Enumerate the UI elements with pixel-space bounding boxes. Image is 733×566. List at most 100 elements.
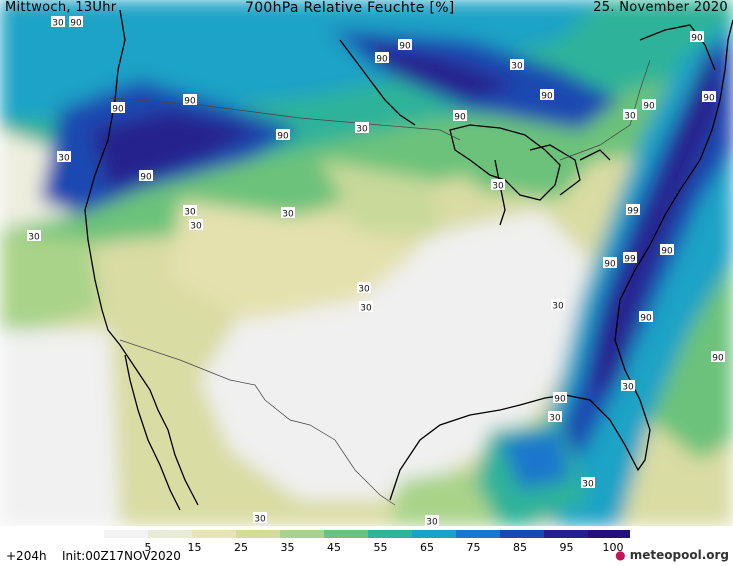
svg-text:30: 30: [624, 112, 636, 122]
meteopool-logo: ● meteopool.org: [615, 548, 729, 562]
legend-swatch: [412, 530, 456, 538]
svg-text:30: 30: [492, 182, 504, 192]
svg-text:30: 30: [58, 154, 70, 164]
contour-label: 99: [626, 204, 640, 217]
contour-label: 90: [139, 170, 153, 183]
contour-label: 30: [425, 515, 439, 526]
legend-swatch: [104, 530, 148, 538]
svg-text:90: 90: [643, 102, 655, 112]
svg-text:90: 90: [604, 260, 616, 270]
svg-text:90: 90: [184, 97, 196, 107]
legend-tick-label: 25: [234, 541, 248, 554]
svg-text:90: 90: [277, 132, 289, 142]
map-title: 700hPa Relative Feuchte [%]: [245, 0, 455, 16]
contour-label: 30: [357, 282, 371, 295]
contour-label: 30: [548, 411, 562, 424]
svg-text:90: 90: [661, 247, 673, 257]
legend-tick-label: 65: [420, 541, 434, 554]
svg-text:30: 30: [511, 62, 523, 72]
legend-swatch: [456, 530, 500, 538]
legend-tick-label: 35: [281, 541, 295, 554]
svg-text:30: 30: [358, 285, 370, 295]
forecast-hour: +204h: [6, 549, 47, 563]
contour-label: 30: [281, 207, 295, 220]
svg-text:30: 30: [52, 19, 64, 29]
contour-label: 90: [375, 52, 389, 65]
legend-tick-label: 85: [513, 541, 527, 554]
svg-text:30: 30: [552, 302, 564, 312]
legend-tick-label: 75: [467, 541, 481, 554]
contour-label: 90: [540, 89, 554, 102]
contour-label: 90: [111, 102, 125, 115]
legend-swatch: [192, 530, 236, 538]
legend-swatch: [236, 530, 280, 538]
svg-text:90: 90: [454, 113, 466, 123]
legend-tick-label: 45: [327, 541, 341, 554]
contour-label: 90: [276, 129, 290, 142]
contour-label: 90: [642, 99, 656, 112]
contour-label: 30: [27, 230, 41, 243]
legend-swatch: [588, 530, 630, 538]
contour-label: 30: [491, 179, 505, 192]
contour-label: 30: [510, 59, 524, 72]
contour-label: 90: [711, 351, 725, 364]
svg-text:30: 30: [582, 480, 594, 490]
contour-label: 90: [553, 392, 567, 405]
legend-tick-label: 95: [560, 541, 574, 554]
contour-label: 90: [702, 91, 716, 104]
svg-text:90: 90: [70, 19, 82, 29]
contour-label: 30: [189, 219, 203, 232]
contour-label: 30: [621, 380, 635, 393]
contour-label: 30: [355, 122, 369, 135]
contour-label: 90: [603, 257, 617, 270]
legend-swatch: [500, 530, 544, 538]
contour-label: 30: [253, 512, 267, 525]
valid-date: 25. November 2020: [593, 0, 728, 15]
svg-text:30: 30: [426, 518, 438, 527]
color-legend: 5 15 25 35 45 55 65 75 85 95 100: [104, 530, 630, 554]
contour-label: 30: [51, 16, 65, 29]
svg-text:99: 99: [624, 255, 636, 265]
contour-label: 90: [690, 31, 704, 44]
legend-tick-label: 100: [603, 541, 624, 554]
svg-text:30: 30: [184, 208, 196, 218]
legend-swatch: [280, 530, 324, 538]
legend-tick-label: 5: [145, 541, 152, 554]
svg-text:90: 90: [399, 42, 411, 52]
svg-text:90: 90: [554, 395, 566, 405]
legend-tick-label: 15: [188, 541, 202, 554]
legend-swatch: [544, 530, 588, 538]
svg-text:30: 30: [282, 210, 294, 220]
svg-text:30: 30: [360, 304, 372, 314]
legend-swatch: [368, 530, 412, 538]
humidity-map: 30 90 90 90 90 90 90 30 90 90 90 30 30 90 30 90 90 30 30 30…: [0, 0, 733, 526]
contour-label: 99: [623, 252, 637, 265]
contour-label: 90: [398, 39, 412, 52]
legend-swatch: [324, 530, 368, 538]
contour-label: 30: [57, 151, 71, 164]
svg-text:90: 90: [112, 105, 124, 115]
svg-text:90: 90: [712, 354, 724, 364]
contour-label: 90: [183, 94, 197, 107]
contour-label: 30: [623, 109, 637, 122]
svg-text:30: 30: [356, 125, 368, 135]
contour-label: 30: [551, 299, 565, 312]
svg-text:90: 90: [140, 173, 152, 183]
svg-text:90: 90: [691, 34, 703, 44]
valid-time: Mittwoch, 13Uhr: [5, 0, 117, 15]
svg-text:90: 90: [640, 314, 652, 324]
contour-labels: 30 90 90 90 90 90 90 30 90 90 90 30 30 90 30 90 90 30 30 30…: [27, 16, 725, 526]
contour-label: 30: [359, 301, 373, 314]
contour-label: 90: [453, 110, 467, 123]
legend-tick-label: 55: [374, 541, 388, 554]
svg-text:90: 90: [703, 94, 715, 104]
legend-swatch: [148, 530, 192, 538]
humidity-field: [0, 0, 733, 526]
svg-text:99: 99: [627, 207, 639, 217]
contour-label: 30: [183, 205, 197, 218]
svg-text:30: 30: [622, 383, 634, 393]
svg-text:30: 30: [190, 222, 202, 232]
init-time: Init:00Z17NOV2020: [62, 549, 181, 563]
svg-text:30: 30: [254, 515, 266, 525]
